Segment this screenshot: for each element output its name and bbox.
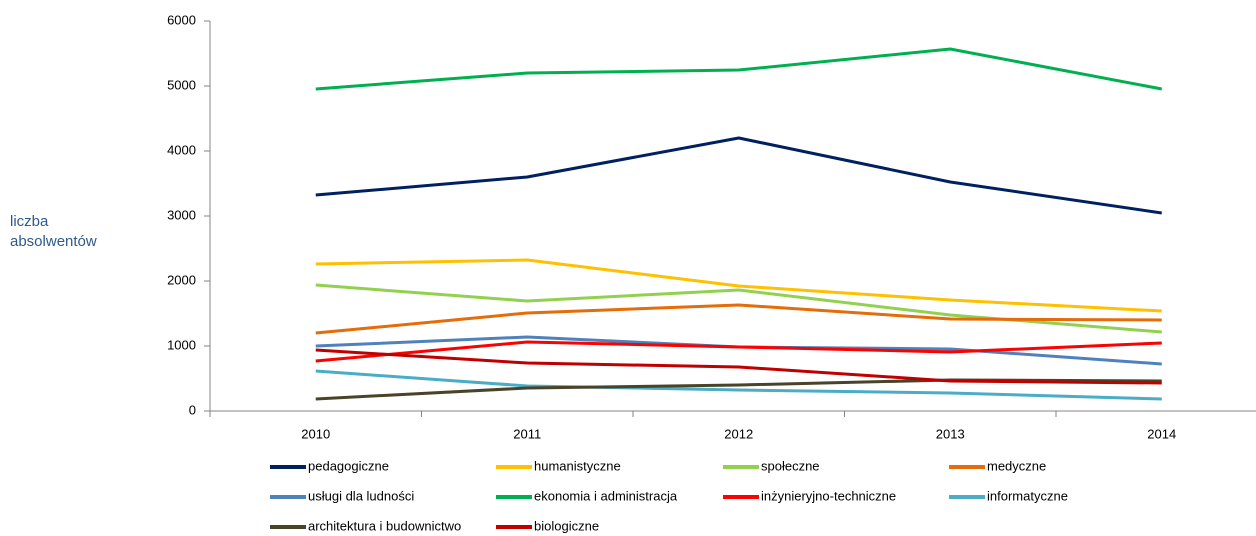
y-tick-label: 4000 (167, 142, 196, 157)
legend-label: architektura i budownictwo (308, 518, 461, 533)
series-line (315, 258, 1162, 313)
legend-item: pedagogiczne (270, 458, 389, 473)
series-line (315, 283, 1162, 334)
legend-label: usługi dla ludności (308, 488, 414, 503)
legend-label: medyczne (987, 458, 1046, 473)
legend-label: pedagogiczne (308, 458, 389, 473)
legend-label: informatyczne (987, 488, 1068, 503)
x-tick-label: 2014 (1147, 426, 1176, 441)
y-tick-label: 3000 (167, 207, 196, 222)
legend-item: architektura i budownictwo (270, 518, 461, 533)
legend-item: humanistyczne (496, 458, 621, 473)
series-line (315, 136, 1162, 215)
x-tick-label: 2011 (513, 426, 541, 441)
y-tick-label: 2000 (167, 272, 196, 287)
legend-item: społeczne (723, 458, 820, 473)
series-line (315, 348, 1162, 385)
legend-label: inżynieryjno-techniczne (761, 488, 896, 503)
legend-item: ekonomia i administracja (496, 488, 678, 503)
y-tick-label: 5000 (167, 77, 196, 92)
y-axis-title: liczba absolwentów (10, 213, 97, 250)
series-line (315, 47, 1163, 91)
x-tick-label: 2012 (724, 426, 753, 441)
y-axis-title-line: liczba (10, 213, 49, 230)
legend-label: biologiczne (534, 518, 599, 533)
series-line (315, 369, 1162, 401)
y-tick-label: 6000 (167, 12, 196, 27)
x-tick-label: 2013 (936, 426, 965, 441)
x-tick-label: 2010 (301, 426, 330, 441)
y-tick-label: 0 (189, 402, 196, 417)
y-axis-title-line: absolwentów (10, 233, 97, 250)
legend-item: informatyczne (949, 488, 1068, 503)
y-tick-label: 1000 (167, 337, 196, 352)
legend-label: ekonomia i administracja (534, 488, 678, 503)
legend-item: inżynieryjno-techniczne (723, 488, 896, 503)
legend-label: społeczne (761, 458, 820, 473)
series-line (315, 340, 1162, 363)
series-line (315, 303, 1162, 335)
legend-item: usługi dla ludności (270, 488, 414, 503)
legend-item: medyczne (949, 458, 1046, 473)
legend-item: biologiczne (496, 518, 599, 533)
legend-label: humanistyczne (534, 458, 621, 473)
